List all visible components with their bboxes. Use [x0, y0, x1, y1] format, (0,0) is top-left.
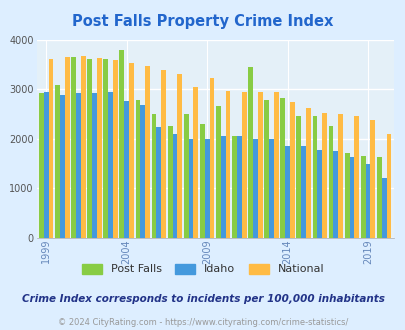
Bar	[129, 63, 134, 238]
Bar	[215, 106, 220, 238]
Bar	[296, 116, 301, 238]
Bar	[232, 136, 237, 238]
Bar	[44, 92, 49, 238]
Bar	[225, 91, 230, 238]
Bar	[354, 116, 358, 238]
Bar	[204, 139, 209, 238]
Bar	[71, 57, 76, 238]
Bar	[328, 126, 333, 238]
Bar	[156, 127, 161, 238]
Bar	[177, 74, 182, 238]
Bar	[55, 85, 60, 238]
Bar	[209, 78, 214, 238]
Bar	[247, 67, 252, 238]
Bar	[273, 92, 278, 238]
Bar	[264, 100, 269, 238]
Bar	[199, 124, 204, 238]
Bar	[370, 120, 374, 238]
Bar	[237, 136, 241, 238]
Bar	[39, 93, 44, 238]
Bar	[193, 86, 198, 238]
Bar	[188, 139, 193, 238]
Bar	[360, 156, 365, 238]
Bar	[172, 134, 177, 238]
Bar	[135, 100, 140, 238]
Bar	[145, 66, 149, 238]
Bar	[103, 59, 108, 238]
Bar	[151, 114, 156, 238]
Bar	[337, 114, 342, 238]
Text: Crime Index corresponds to incidents per 100,000 inhabitants: Crime Index corresponds to incidents per…	[21, 294, 384, 304]
Bar	[322, 113, 326, 238]
Bar	[257, 92, 262, 238]
Bar	[284, 146, 289, 238]
Text: © 2024 CityRating.com - https://www.cityrating.com/crime-statistics/: © 2024 CityRating.com - https://www.city…	[58, 318, 347, 327]
Bar	[49, 59, 53, 238]
Bar	[108, 92, 113, 238]
Bar	[365, 164, 370, 238]
Bar	[97, 58, 102, 238]
Bar	[333, 151, 337, 238]
Bar	[124, 101, 129, 238]
Bar	[119, 50, 124, 238]
Bar	[376, 157, 381, 238]
Bar	[381, 178, 386, 238]
Bar	[344, 153, 349, 238]
Bar	[76, 92, 81, 238]
Bar	[167, 126, 172, 238]
Bar	[220, 136, 225, 238]
Bar	[252, 139, 257, 238]
Bar	[113, 60, 117, 238]
Text: Post Falls Property Crime Index: Post Falls Property Crime Index	[72, 14, 333, 29]
Bar	[161, 70, 166, 238]
Bar	[92, 93, 97, 238]
Bar	[241, 92, 246, 238]
Bar	[60, 95, 64, 238]
Bar	[386, 134, 390, 238]
Bar	[140, 106, 145, 238]
Bar	[87, 59, 92, 238]
Bar	[312, 116, 317, 238]
Bar	[64, 57, 69, 238]
Bar	[280, 98, 284, 238]
Bar	[183, 114, 188, 238]
Bar	[305, 108, 310, 238]
Bar	[301, 146, 305, 238]
Bar	[289, 102, 294, 238]
Bar	[81, 56, 85, 238]
Bar	[317, 150, 322, 238]
Bar	[349, 157, 354, 238]
Bar	[269, 139, 273, 238]
Legend: Post Falls, Idaho, National: Post Falls, Idaho, National	[77, 259, 328, 279]
